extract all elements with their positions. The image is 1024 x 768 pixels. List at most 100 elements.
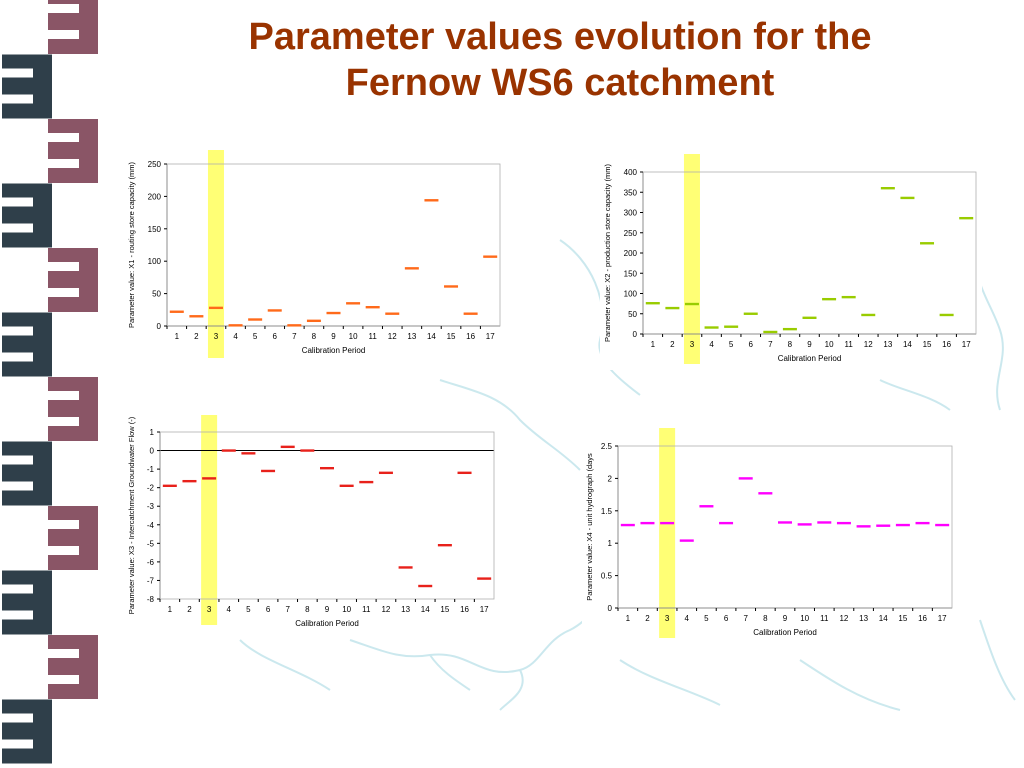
- y-tick-label: 0: [157, 322, 162, 331]
- y-tick-label: -3: [147, 502, 155, 511]
- highlight-period-3: [683, 154, 700, 364]
- y-tick-label: 50: [628, 310, 637, 319]
- y-tick-label: 200: [148, 192, 162, 201]
- y-tick-label: 250: [148, 160, 162, 169]
- x-tick-label: 11: [362, 605, 371, 614]
- x-tick-label: 2: [194, 332, 199, 341]
- y-tick-label: 100: [624, 290, 638, 299]
- x-tick-label: 17: [938, 614, 947, 623]
- x-tick-label: 2: [670, 340, 675, 349]
- side-block-slot: [2, 455, 33, 465]
- x-tick-label: 16: [460, 605, 469, 614]
- side-block-slot: [2, 352, 33, 362]
- side-block: [2, 570, 52, 635]
- y-tick-label: 1: [150, 428, 155, 437]
- x-tick-label: 12: [381, 605, 390, 614]
- y-tick-label: 400: [624, 168, 638, 177]
- x-tick-label: 10: [800, 614, 809, 623]
- side-block-slot: [48, 4, 79, 13]
- x-tick-label: 5: [253, 332, 258, 341]
- x-tick-label: 11: [845, 340, 854, 349]
- side-block-slot: [2, 197, 33, 207]
- x-tick-label: 13: [401, 605, 410, 614]
- x-tick-label: 4: [685, 614, 690, 623]
- y-tick-label: 1: [608, 539, 613, 548]
- side-block: [48, 119, 98, 183]
- side-block-slot: [2, 610, 33, 620]
- y-tick-label: 150: [148, 225, 162, 234]
- x-tick-label: 16: [466, 332, 475, 341]
- x-tick-label: 1: [168, 605, 173, 614]
- x-tick-label: 17: [962, 340, 971, 349]
- side-block-slot: [48, 520, 79, 529]
- x-tick-label: 16: [918, 614, 927, 623]
- x-tick-label: 12: [864, 340, 873, 349]
- x-tick-label: 10: [825, 340, 834, 349]
- y-tick-label: 150: [624, 269, 638, 278]
- x-axis-title: Calibration Period: [302, 346, 366, 355]
- x-tick-label: 11: [820, 614, 829, 623]
- plot-area-border: [166, 163, 501, 327]
- x-axis-title: Calibration Period: [295, 619, 359, 628]
- y-tick-label: 250: [624, 229, 638, 238]
- x-tick-label: 9: [325, 605, 330, 614]
- side-block-slot: [2, 326, 33, 336]
- side-block: [2, 441, 52, 506]
- x-tick-label: 14: [903, 340, 912, 349]
- y-tick-label: 2: [608, 474, 613, 483]
- y-tick-label: -2: [147, 484, 155, 493]
- side-pattern: [2, 0, 98, 764]
- y-tick-label: 0.5: [601, 572, 613, 581]
- x-tick-label: 3: [214, 332, 219, 341]
- y-tick-label: 300: [624, 209, 638, 218]
- side-block-slot: [2, 584, 33, 594]
- slide-title-line-2: Fernow WS6 catchment: [345, 62, 775, 104]
- x-axis-title: Calibration Period: [753, 628, 817, 637]
- plot-area-border: [617, 445, 953, 609]
- side-block: [48, 377, 98, 441]
- side-block: [2, 312, 52, 377]
- x-tick-label: 14: [879, 614, 888, 623]
- x-tick-label: 4: [233, 332, 238, 341]
- x-tick-label: 7: [292, 332, 297, 341]
- side-block-slot: [48, 288, 79, 297]
- x-tick-label: 9: [807, 340, 812, 349]
- y-tick-label: 1.5: [601, 507, 613, 516]
- side-block-slot: [48, 262, 79, 271]
- side-block-slot: [48, 649, 79, 658]
- y-tick-label: 0: [633, 330, 638, 339]
- x-tick-label: 4: [709, 340, 714, 349]
- x-tick-label: 8: [763, 614, 768, 623]
- side-block-slot: [2, 68, 33, 78]
- x-tick-label: 5: [704, 614, 709, 623]
- x-tick-label: 15: [440, 605, 449, 614]
- x-tick-label: 9: [783, 614, 788, 623]
- x-tick-label: 16: [942, 340, 951, 349]
- side-block-slot: [2, 94, 33, 104]
- slide-title: Parameter values evolution for the Ferno…: [110, 14, 1010, 106]
- y-tick-label: 0: [150, 447, 155, 456]
- side-block-slot: [2, 713, 33, 723]
- y-axis-title: Parameter value: X1 - routing store capa…: [127, 162, 136, 328]
- y-tick-label: -4: [147, 521, 155, 530]
- x-tick-label: 7: [743, 614, 748, 623]
- x-tick-label: 1: [626, 614, 631, 623]
- side-block: [48, 248, 98, 312]
- side-block-slot: [48, 417, 79, 426]
- side-block-slot: [2, 739, 33, 749]
- y-tick-label: 200: [624, 249, 638, 258]
- slide-title-line-1: Parameter values evolution for the: [248, 16, 872, 58]
- chart-x2-production-store: 0 50 100 150 200 250 300 350 400 1 2 3 4 5 6 7 8 9 10 11 12 1…: [600, 152, 982, 370]
- x-tick-label: 1: [175, 332, 180, 341]
- x-tick-label: 8: [312, 332, 317, 341]
- plot-area-border: [159, 431, 495, 600]
- y-axis-title: Parameter value: X4 - unit hydrograph (d…: [585, 453, 594, 601]
- x-tick-label: 10: [349, 332, 358, 341]
- highlight-period-3: [659, 428, 676, 638]
- x-tick-label: 11: [369, 332, 378, 341]
- x-tick-label: 15: [923, 340, 932, 349]
- chart-x1-routing-store: 0 50 100 150 200 250 1 2 3 4 5 6 7 8 9 10 11 12 13 14 15 16 17…: [124, 148, 504, 364]
